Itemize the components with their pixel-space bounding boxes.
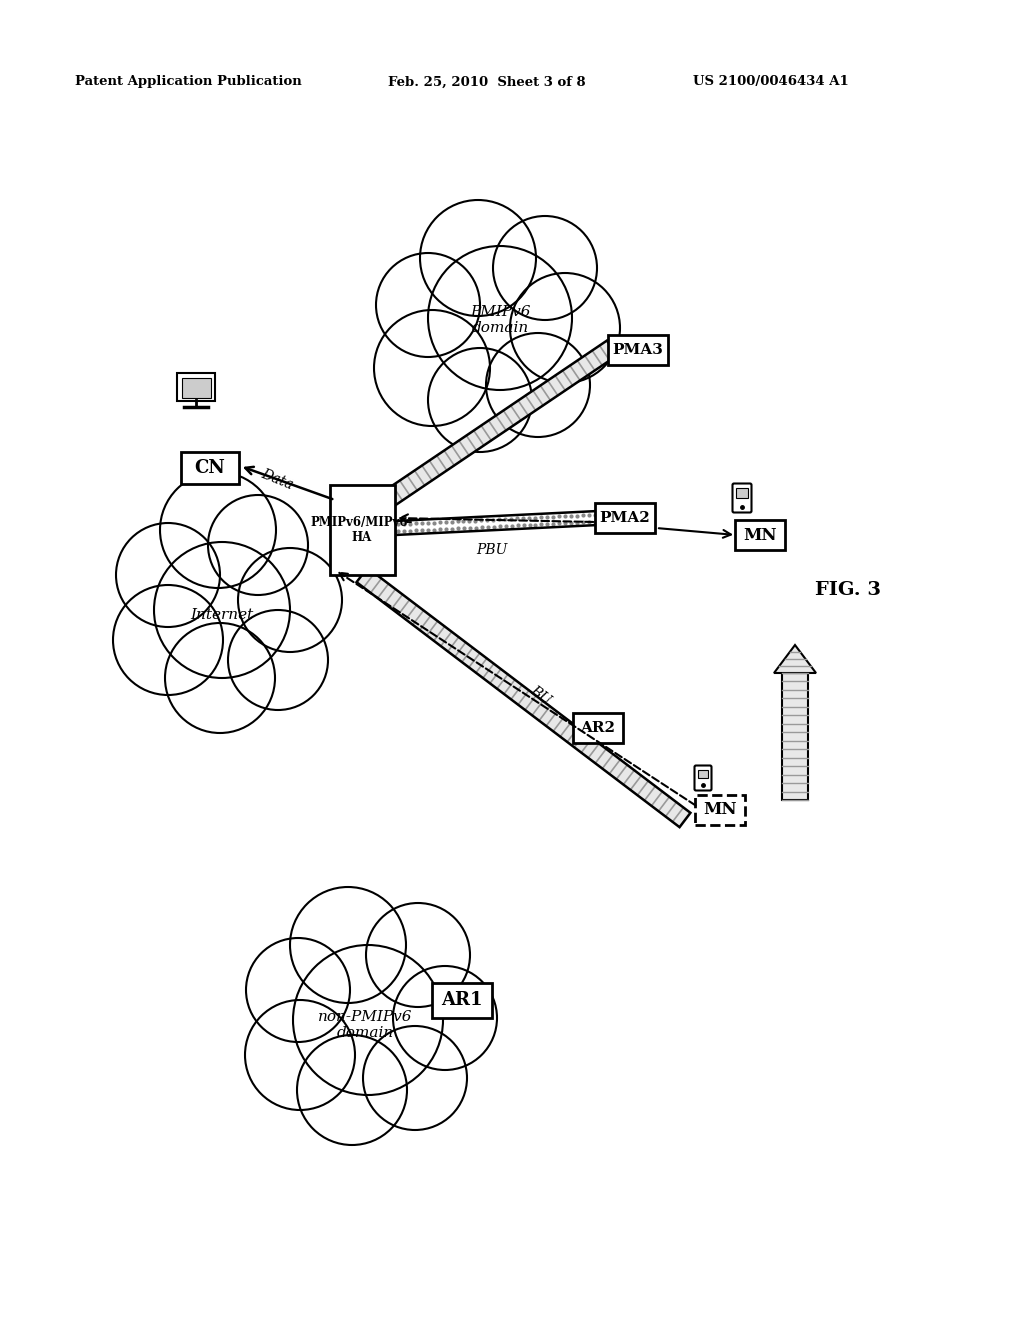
Circle shape [362, 1026, 467, 1130]
Circle shape [238, 548, 342, 652]
Circle shape [374, 310, 490, 426]
Text: Patent Application Publication: Patent Application Publication [75, 75, 302, 88]
FancyBboxPatch shape [735, 487, 749, 498]
Text: MN: MN [703, 801, 736, 818]
Circle shape [420, 201, 536, 315]
Circle shape [428, 246, 572, 389]
Text: AR2: AR2 [581, 721, 615, 735]
Circle shape [290, 887, 406, 1003]
Polygon shape [385, 341, 617, 506]
Text: non-PMIPv6
domain: non-PMIPv6 domain [317, 1010, 413, 1040]
Circle shape [297, 1035, 407, 1144]
FancyBboxPatch shape [330, 484, 394, 576]
Circle shape [428, 348, 532, 451]
Circle shape [293, 945, 443, 1096]
FancyBboxPatch shape [697, 770, 709, 779]
Polygon shape [394, 511, 598, 535]
Polygon shape [356, 568, 690, 828]
Text: PMIPv6/MIPv6-
HA: PMIPv6/MIPv6- HA [311, 516, 414, 544]
FancyBboxPatch shape [432, 982, 492, 1018]
Text: FIG. 3: FIG. 3 [815, 581, 881, 599]
Circle shape [116, 523, 220, 627]
FancyBboxPatch shape [181, 451, 239, 484]
Text: PMA2: PMA2 [600, 511, 650, 525]
Text: Data: Data [259, 467, 295, 492]
Circle shape [510, 273, 620, 383]
Circle shape [376, 253, 480, 356]
FancyBboxPatch shape [695, 795, 745, 825]
FancyBboxPatch shape [595, 503, 655, 533]
Circle shape [160, 473, 276, 587]
FancyBboxPatch shape [177, 374, 215, 401]
Circle shape [246, 939, 350, 1041]
Text: MN: MN [743, 527, 777, 544]
Circle shape [228, 610, 328, 710]
Text: PBU: PBU [476, 543, 508, 557]
Circle shape [154, 543, 290, 678]
FancyBboxPatch shape [694, 766, 712, 791]
Circle shape [486, 333, 590, 437]
Circle shape [245, 1001, 355, 1110]
Text: CN: CN [195, 459, 225, 477]
Circle shape [208, 495, 308, 595]
Text: US 2100/0046434 A1: US 2100/0046434 A1 [693, 75, 849, 88]
FancyBboxPatch shape [573, 713, 623, 743]
Text: Feb. 25, 2010  Sheet 3 of 8: Feb. 25, 2010 Sheet 3 of 8 [388, 75, 586, 88]
Circle shape [393, 966, 497, 1071]
Polygon shape [782, 673, 808, 800]
Text: BU: BU [527, 682, 553, 708]
FancyBboxPatch shape [732, 483, 752, 512]
FancyBboxPatch shape [181, 378, 211, 397]
Circle shape [493, 216, 597, 319]
Circle shape [366, 903, 470, 1007]
Polygon shape [774, 645, 816, 673]
Text: AR1: AR1 [441, 991, 482, 1008]
Circle shape [165, 623, 275, 733]
Text: PMIPv6
domain: PMIPv6 domain [470, 305, 530, 335]
Text: Internet: Internet [190, 609, 254, 622]
Text: PMA3: PMA3 [612, 343, 664, 356]
FancyBboxPatch shape [735, 520, 785, 550]
Circle shape [113, 585, 223, 696]
FancyBboxPatch shape [608, 335, 668, 366]
